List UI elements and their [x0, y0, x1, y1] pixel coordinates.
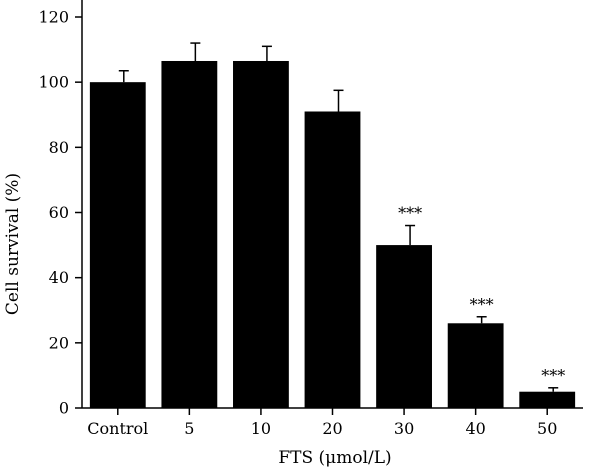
y-tick-label: 60 — [49, 203, 69, 222]
x-tick-label: Control — [87, 419, 148, 438]
x-axis: Control 5 10 20 30 40 50 — [82, 407, 583, 438]
significance-annotations: *** *** *** — [398, 204, 565, 385]
bar — [519, 391, 576, 408]
bar — [376, 245, 432, 408]
error-bars — [118, 42, 559, 392]
significance-label: *** — [398, 204, 422, 223]
x-tick-label: 10 — [251, 419, 271, 438]
y-tick-label: 20 — [49, 333, 69, 352]
y-tick-label: 0 — [59, 399, 69, 418]
bar — [89, 82, 146, 409]
x-tick-label: 5 — [184, 419, 194, 438]
significance-label: *** — [541, 366, 565, 385]
x-axis-label: FTS (μmol/L) — [278, 448, 391, 468]
y-tick-label: 120 — [38, 8, 69, 27]
bar — [233, 60, 289, 409]
x-tick-label: 50 — [537, 419, 557, 438]
x-tick-label: 20 — [322, 419, 342, 438]
significance-label: *** — [470, 295, 494, 314]
y-axis: 0 20 40 60 80 100 120 — [38, 0, 83, 418]
bars — [89, 60, 576, 409]
bar — [161, 60, 218, 409]
bar — [304, 111, 361, 408]
x-tick-label: 40 — [465, 419, 485, 438]
x-tick-label: 30 — [394, 419, 414, 438]
bar — [447, 323, 504, 408]
y-tick-label: 40 — [49, 268, 69, 287]
y-axis-label: Cell survival (%) — [3, 173, 23, 315]
y-tick-label: 100 — [38, 73, 69, 92]
y-tick-label: 80 — [49, 138, 69, 157]
